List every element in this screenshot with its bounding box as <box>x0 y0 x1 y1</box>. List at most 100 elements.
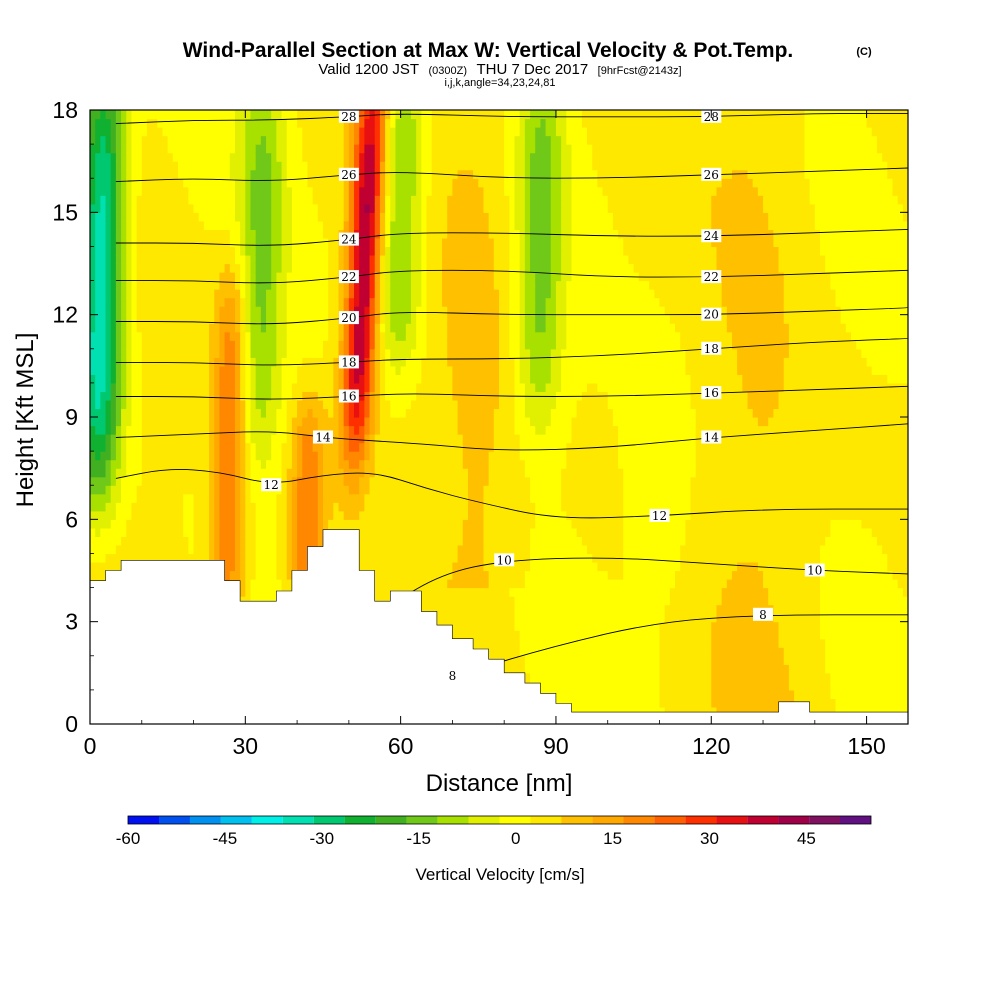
velocity-cell <box>374 468 381 478</box>
velocity-cell <box>224 544 231 555</box>
velocity-cell <box>136 374 143 384</box>
velocity-cell <box>198 186 205 196</box>
velocity-cell <box>250 425 257 435</box>
velocity-cell <box>266 229 272 239</box>
velocity-cell <box>193 493 200 503</box>
velocity-cell <box>152 348 158 358</box>
velocity-cell <box>224 408 231 418</box>
velocity-cell <box>302 493 309 503</box>
velocity-cell <box>374 348 381 358</box>
velocity-cell <box>193 186 200 196</box>
velocity-cell <box>379 203 386 213</box>
velocity-cell <box>385 118 391 128</box>
velocity-cell <box>209 118 215 128</box>
velocity-cell <box>183 254 189 265</box>
velocity-cell <box>90 110 96 120</box>
velocity-cell <box>276 340 283 350</box>
velocity-cell <box>286 459 293 469</box>
velocity-cell <box>198 263 205 273</box>
velocity-cell <box>126 110 133 120</box>
velocity-cell <box>146 272 153 282</box>
velocity-cell <box>209 510 215 520</box>
velocity-cell <box>240 399 246 410</box>
velocity-cell <box>229 135 236 145</box>
velocity-cell <box>379 186 386 196</box>
velocity-cell <box>178 212 184 222</box>
velocity-cell <box>395 118 402 128</box>
velocity-cell <box>121 246 127 256</box>
velocity-cell <box>271 297 277 307</box>
velocity-cell <box>297 229 303 239</box>
velocity-cell <box>146 297 153 307</box>
velocity-cell <box>281 417 288 427</box>
velocity-cell <box>416 323 422 333</box>
velocity-cell <box>260 365 267 375</box>
velocity-cell <box>286 161 293 171</box>
velocity-cell <box>410 502 417 512</box>
velocity-cell <box>188 297 195 307</box>
velocity-cell <box>317 510 324 520</box>
velocity-cell <box>234 110 241 120</box>
velocity-cell <box>131 127 138 137</box>
velocity-cell <box>291 399 298 410</box>
velocity-cell <box>385 596 391 606</box>
velocity-cell <box>395 212 402 222</box>
velocity-cell <box>167 553 174 563</box>
velocity-cell <box>172 306 179 316</box>
velocity-cell <box>266 152 272 162</box>
velocity-cell <box>188 229 195 239</box>
velocity-cell <box>121 297 127 307</box>
velocity-cell <box>110 425 117 435</box>
velocity-cell <box>193 391 200 401</box>
velocity-cell <box>421 135 428 145</box>
velocity-cell <box>405 399 412 410</box>
velocity-cell <box>343 476 350 486</box>
velocity-cell <box>229 289 236 299</box>
velocity-cell <box>229 485 236 495</box>
velocity-cell <box>286 451 293 461</box>
velocity-cell <box>193 229 200 239</box>
velocity-cell <box>374 399 381 410</box>
velocity-cell <box>266 323 272 333</box>
velocity-cell <box>214 340 221 350</box>
velocity-cell <box>442 280 448 290</box>
velocity-cell <box>219 127 226 137</box>
velocity-cell <box>131 314 138 324</box>
velocity-cell <box>121 391 127 401</box>
velocity-cell <box>338 152 345 162</box>
velocity-cell <box>328 289 334 299</box>
velocity-cell <box>152 391 158 401</box>
velocity-cell <box>157 152 164 162</box>
velocity-cell <box>312 348 319 358</box>
velocity-cell <box>400 314 407 324</box>
velocity-cell <box>146 527 153 537</box>
velocity-cell <box>426 561 433 572</box>
velocity-cell <box>379 254 386 265</box>
velocity-cell <box>436 229 443 239</box>
velocity-cell <box>240 280 246 290</box>
velocity-cell <box>410 314 417 324</box>
velocity-cell <box>302 169 309 179</box>
velocity-cell <box>359 323 365 333</box>
velocity-cell <box>431 178 438 188</box>
velocity-cell <box>348 323 355 333</box>
velocity-cell <box>271 195 277 205</box>
velocity-cell <box>271 493 277 503</box>
velocity-cell <box>234 434 241 444</box>
velocity-cell <box>95 314 101 324</box>
velocity-cell <box>245 254 252 265</box>
velocity-cell <box>322 374 329 384</box>
velocity-cell <box>385 553 391 563</box>
velocity-cell <box>110 246 117 256</box>
velocity-cell <box>203 323 210 333</box>
velocity-cell <box>110 391 117 401</box>
velocity-cell <box>100 161 107 171</box>
velocity-cell <box>105 374 112 384</box>
velocity-cell <box>431 127 438 137</box>
velocity-cell <box>234 135 241 145</box>
velocity-cell <box>400 374 407 384</box>
velocity-cell <box>203 246 210 256</box>
velocity-cell <box>224 323 231 333</box>
velocity-cell <box>141 357 148 367</box>
velocity-cell <box>152 553 158 563</box>
